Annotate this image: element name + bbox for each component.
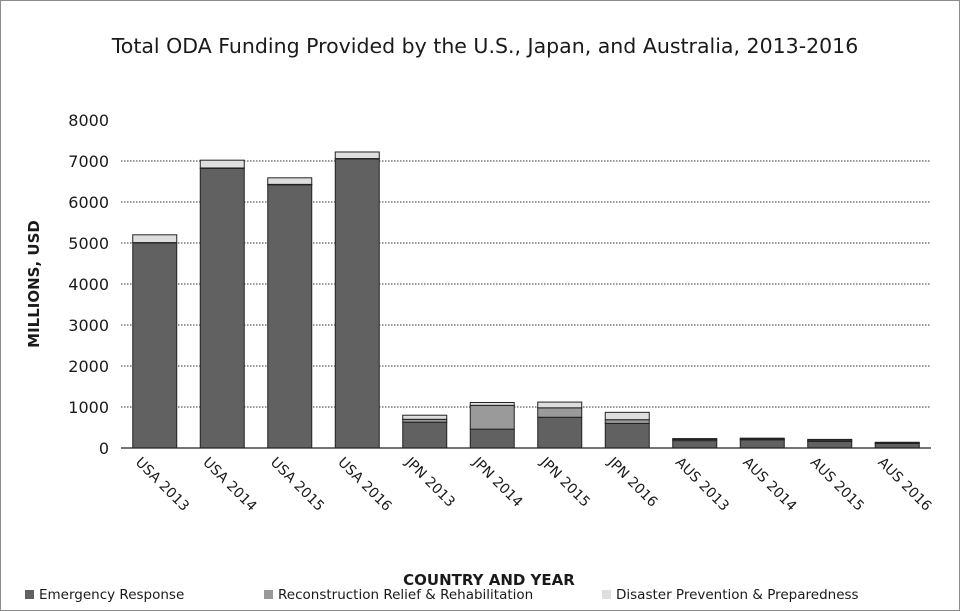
legend-label: Disaster Prevention & Preparedness [616, 587, 859, 603]
x-axis-title: COUNTRY AND YEAR [403, 571, 575, 589]
y-tick-label: 0 [99, 439, 109, 458]
bar-emergency-response [402, 421, 448, 449]
bar-disaster-prevention [807, 438, 853, 441]
bar-disaster-prevention [267, 177, 313, 185]
y-tick-label: 6000 [68, 193, 109, 212]
legend-swatch [264, 590, 273, 599]
bar-disaster-prevention [132, 234, 178, 244]
x-tick-label: JPN 2015 [536, 454, 593, 511]
bars [132, 151, 920, 449]
bar-emergency-response [132, 242, 178, 449]
y-tick-label: 5000 [68, 234, 109, 253]
x-tick-label: AUS 2013 [672, 455, 732, 515]
bar-reconstruction-relief [537, 407, 583, 418]
legend: Emergency Response Reconstruction Relief … [25, 587, 859, 603]
y-tick-label: 4000 [68, 275, 109, 294]
bar-reconstruction-relief [469, 404, 515, 430]
legend-swatch [602, 590, 611, 599]
y-axis-title: MILLIONS, USD [25, 220, 43, 348]
gridlines [121, 160, 931, 408]
x-tick-label: JPN 2014 [469, 454, 526, 511]
bar-disaster-prevention [739, 437, 785, 440]
y-tick-label: 2000 [68, 357, 109, 376]
y-axis-ticks: 0 1000 2000 3000 4000 5000 6000 7000 8000 [68, 111, 109, 458]
bar-disaster-prevention [469, 401, 515, 406]
bar-emergency-response [672, 440, 718, 449]
legend-label: Emergency Response [39, 587, 184, 603]
x-tick-label: AUS 2015 [807, 455, 867, 515]
bar-emergency-response [537, 416, 583, 449]
bar-disaster-prevention [537, 401, 583, 409]
bar-disaster-prevention [199, 159, 245, 169]
x-tick-label: USA 2013 [132, 455, 192, 515]
bar-disaster-prevention [402, 414, 448, 420]
x-tick-label: USA 2014 [199, 455, 259, 515]
bar-emergency-response [267, 184, 313, 449]
y-tick-label: 3000 [68, 316, 109, 335]
x-axis-ticks: USA 2013 USA 2014 USA 2015 USA 2016 JPN 2013… [132, 454, 935, 515]
y-tick-label: 8000 [68, 111, 109, 130]
bar-disaster-prevention [334, 151, 380, 160]
legend-swatch [25, 590, 34, 599]
legend-label: Reconstruction Relief & Rehabilitation [278, 587, 533, 603]
x-tick-label: AUS 2014 [739, 455, 799, 515]
bar-emergency-response [874, 442, 920, 449]
bar-disaster-prevention [672, 438, 718, 440]
y-tick-label: 1000 [68, 398, 109, 417]
bar-reconstruction-relief [604, 419, 650, 424]
bar-emergency-response [334, 158, 380, 449]
x-tick-label: USA 2015 [267, 455, 327, 515]
bar-disaster-prevention [874, 441, 920, 444]
x-tick-label: JPN 2016 [604, 454, 661, 511]
x-tick-label: AUS 2016 [874, 455, 934, 515]
chart-title: Total ODA Funding Provided by the U.S., … [111, 34, 859, 58]
y-tick-label: 7000 [68, 152, 109, 171]
bar-disaster-prevention [604, 411, 650, 421]
x-tick-label: USA 2016 [334, 455, 394, 515]
x-tick-label: JPN 2013 [401, 454, 458, 511]
bar-emergency-response [199, 167, 245, 449]
bar-emergency-response [739, 439, 785, 449]
bar-emergency-response [807, 440, 853, 449]
bar-emergency-response [469, 428, 515, 449]
bar-emergency-response [604, 422, 650, 449]
